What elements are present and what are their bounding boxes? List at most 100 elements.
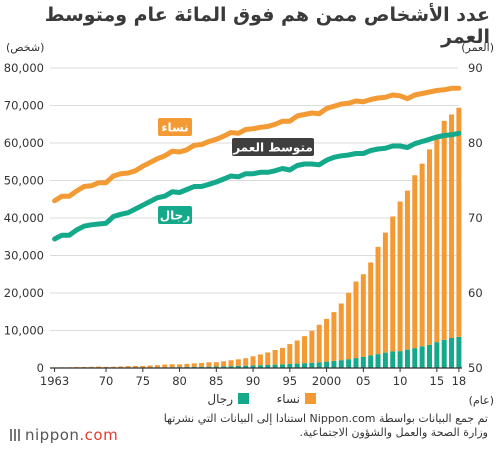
x-tick-label: 1963 [40,374,69,388]
bar-women [103,366,109,368]
x-tick-label: 75 [135,374,150,388]
bar-women [449,114,455,338]
bar-men [375,354,381,368]
axes-group: 0 10,000 20,000 30,000 40,000 50,000 60,000 70,… [4,41,494,407]
bar-women [419,163,425,347]
bar-men [449,338,455,368]
right-axis-unit: (العمر) [461,41,494,54]
line-men [52,130,462,242]
bar-women [191,363,197,367]
bar-women [412,175,418,349]
bar-women [353,281,359,359]
label-average-age-box [232,138,314,156]
bar-women [88,366,94,368]
bar-men [368,355,374,368]
bar-women [118,366,124,368]
bar-men [243,365,249,368]
lines-group [52,85,462,242]
bar-men [360,356,366,368]
legend-swatch-men [238,393,249,404]
x-tick-label: 2000 [312,374,341,388]
bar-women [316,324,322,363]
left-tick-label: 40,000 [4,211,44,225]
bar-women [140,365,146,368]
brand-logo: nippon.com [10,426,118,444]
label-men: رجال [160,209,191,223]
bar-women [199,362,205,367]
bar-men [213,366,219,368]
bar-men [382,352,388,368]
bar-women [441,120,447,340]
label-average-age: متوسط العمر [232,141,313,156]
bar-women [272,350,278,365]
bar-women [110,366,116,368]
bar-men [309,362,315,368]
bar-women [125,366,131,368]
x-tick-label: 80 [172,374,187,388]
bar-women [294,340,300,364]
bar-men [331,360,337,368]
bar-men [228,366,234,368]
bar-women [346,292,352,360]
bar-women [390,216,396,352]
bar-women [206,362,212,367]
bar-women [132,365,138,368]
left-tick-label: 20,000 [4,286,44,300]
x-axis-unit: (عام) [469,394,494,407]
bar-women [456,107,462,337]
label-women-box [158,118,192,136]
right-tick-label: 60 [468,286,483,300]
right-tick-label: 50 [468,361,483,375]
bar-women [279,347,285,365]
bar-women [426,149,432,345]
bar-men [324,361,330,368]
legend: نساء رجال [207,392,316,407]
left-tick-label: 0 [37,361,44,375]
bar-men [302,363,308,368]
bar-men [353,358,359,368]
bar-men [287,363,293,368]
labels-group: نساء رجال متوسط العمر [158,118,314,224]
left-tick-label: 30,000 [4,249,44,263]
bars-group [52,107,462,368]
bar-men [206,366,212,368]
bar-women [250,356,256,366]
label-men-box [158,206,192,224]
bar-women [221,361,227,367]
bar-men [279,364,285,368]
bar-women [162,364,168,368]
bar-men [235,365,241,368]
bar-men [257,365,263,368]
bar-women [287,344,293,364]
bar-men [426,344,432,368]
left-tick-label: 60,000 [4,136,44,150]
bar-men [316,362,322,368]
legend-swatch-women [305,393,316,404]
bar-men [346,359,352,368]
x-tick-label: 90 [246,374,261,388]
bar-women [309,330,315,363]
bar-women [360,274,366,357]
bar-men [441,339,447,368]
left-tick-label: 80,000 [4,61,44,75]
bar-women [368,262,374,356]
bar-women [257,354,263,366]
label-women: نساء [161,121,188,135]
bar-men [434,342,440,368]
bar-women [228,360,234,367]
line-women [52,85,462,204]
bar-men [397,351,403,368]
bar-women [184,363,190,368]
bar-men [390,351,396,368]
x-tick-label: 15 [430,374,445,388]
left-tick-label: 50,000 [4,174,44,188]
bar-men [294,363,300,368]
bar-men [419,346,425,368]
bar-women [397,201,403,352]
bar-men [272,364,278,368]
bar-women [235,359,241,366]
bar-women [96,366,102,368]
right-tick-label: 70 [468,211,483,225]
left-tick-label: 70,000 [4,99,44,113]
right-tick-label: 90 [468,61,483,75]
